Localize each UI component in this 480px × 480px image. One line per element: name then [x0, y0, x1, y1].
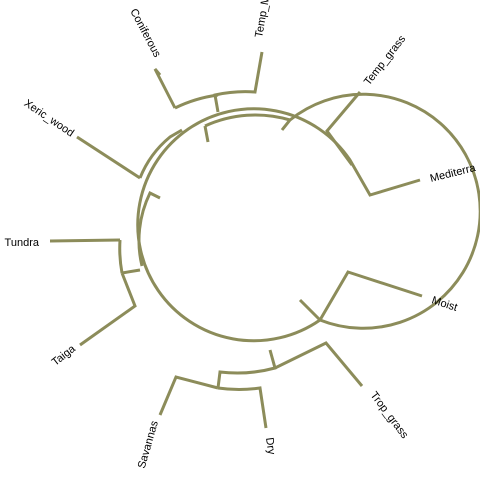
tip-label-tundra: Tundra: [5, 237, 40, 249]
tip-labels: Temp_M Temp_grass Mediterra Moist Trop_g…: [5, 0, 478, 470]
edge-dry-sav: [216, 349, 277, 389]
edge-coniferous: [153, 68, 177, 109]
edge-savannas: [158, 375, 219, 416]
tip-label-mediterra: Mediterra: [429, 162, 478, 185]
tip-label-taiga: Taiga: [50, 342, 79, 368]
inner-arc: [280, 92, 480, 330]
outer-arc: [136, 107, 421, 343]
edge-xeric-wood: [76, 135, 141, 180]
edge-tundra-taiga: [118, 239, 124, 274]
tip-label-temp-grass: Temp_grass: [362, 33, 409, 88]
tip-label-moist: Moist: [430, 294, 459, 314]
edge-top-stub: [203, 125, 210, 143]
edge-left-bridge: [137, 190, 161, 267]
tip-label-dry: Dry: [263, 437, 277, 456]
edge-moist: [318, 270, 423, 321]
edge-tt-join: [121, 268, 141, 275]
edge-trop-grass: [274, 341, 364, 387]
edge-tundra: [49, 238, 121, 243]
edge-top-bridge: [204, 113, 291, 128]
edge-temp-grass: [325, 91, 362, 166]
tip-label-savannas: Savannas: [136, 419, 161, 470]
edge-top-left: [138, 128, 183, 179]
edge-temp-m-node: [213, 51, 264, 113]
tree-edges: [49, 51, 480, 429]
edge-dry: [217, 386, 268, 429]
edge-taiga: [79, 272, 137, 347]
tip-label-trop-grass: Trop_grass: [368, 390, 411, 442]
tip-label-xeric-wood: Xeric_wood: [22, 97, 76, 139]
tip-label-coniferous: Coniferous: [127, 7, 163, 60]
tip-label-temp-m: Temp_M: [253, 0, 272, 39]
edge-conifer-arc: [174, 93, 219, 110]
